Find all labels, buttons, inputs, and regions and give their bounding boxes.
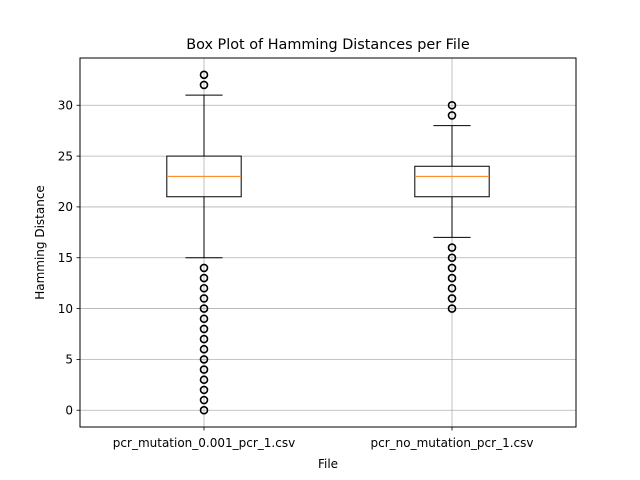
outlier-point [199, 344, 209, 354]
plot-area-frame [79, 57, 577, 428]
tick-layer: 0 5 10 15 20 25 30 pcr_mutation_0.001_pcr_1.csv… [58, 99, 534, 450]
outlier-point [199, 283, 209, 293]
outlier-point [199, 324, 209, 334]
y-tick-label: 20 [58, 200, 73, 214]
outlier-point [199, 314, 209, 324]
outlier-point [199, 375, 209, 385]
outlier-point [447, 243, 457, 252]
outlier-point [447, 304, 457, 313]
outlier-point [447, 283, 457, 293]
y-tick-label: 5 [65, 353, 73, 367]
outlier-point [447, 263, 457, 273]
outlier-point [447, 111, 457, 120]
outlier-point [199, 395, 209, 405]
box-layer [166, 70, 490, 415]
x-axis-label: File [318, 457, 338, 471]
outlier-point [199, 385, 209, 395]
y-tick-label: 30 [58, 99, 73, 113]
outlier-point [447, 294, 457, 303]
y-axis-label: Hamming Distance [33, 185, 47, 300]
outlier-point [199, 405, 209, 415]
outlier-point [199, 263, 209, 273]
y-tick-label: 15 [58, 251, 73, 265]
x-tick-label: pcr_no_mutation_pcr_1.csv [371, 436, 534, 450]
outlier-point [447, 253, 457, 263]
grid-layer [80, 58, 576, 427]
y-tick-label: 0 [65, 404, 73, 418]
y-tick-label: 25 [58, 149, 73, 163]
outlier-point [199, 355, 209, 364]
outlier-point [447, 273, 457, 283]
outlier-point [199, 294, 209, 303]
outlier-point [447, 100, 457, 110]
outlier-point [199, 304, 209, 313]
outlier-point [199, 70, 209, 80]
outlier-point [199, 80, 209, 90]
outlier-point [199, 273, 209, 283]
chart-title: Box Plot of Hamming Distances per File [186, 37, 470, 53]
y-tick-label: 10 [58, 302, 73, 316]
outlier-point [199, 365, 209, 374]
outlier-point [199, 334, 209, 344]
box-iqr [414, 165, 490, 198]
x-tick-label: pcr_mutation_0.001_pcr_1.csv [113, 436, 295, 450]
